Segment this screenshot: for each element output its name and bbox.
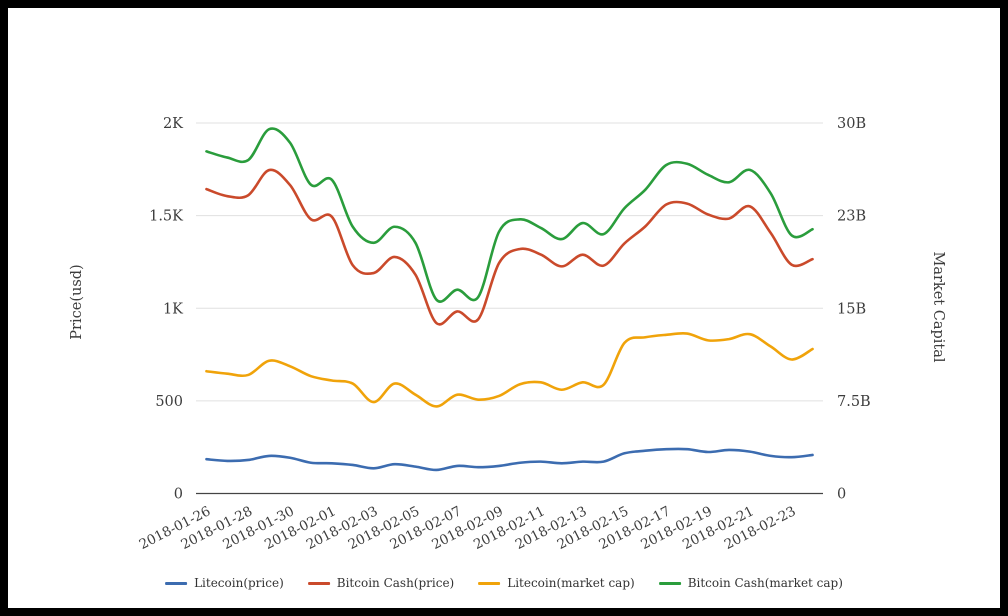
left-axis-tick-label: 500 xyxy=(155,394,183,410)
chart-legend: Litecoin(price) Bitcoin Cash(price) Liteco… xyxy=(165,576,843,590)
left-axis-tick-label: 1.5K xyxy=(149,209,184,225)
legend-item-litecoin-market-cap-[interactable]: Litecoin(market cap) xyxy=(478,576,635,590)
series-line-bitcoin-cash-price- xyxy=(205,168,814,326)
legend-dash-icon xyxy=(658,581,681,585)
right-axis-tick-label: 15B xyxy=(837,301,866,317)
left-axis-tick-label: 0 xyxy=(174,487,183,503)
left-axis-tick-label: 2K xyxy=(163,116,184,132)
right-axis-tick-label: 0 xyxy=(837,487,846,503)
legend-label: Bitcoin Cash(price) xyxy=(336,576,455,590)
legend-label: Litecoin(market cap) xyxy=(507,576,635,590)
left-axis-title: Price(usd) xyxy=(69,264,85,340)
series-line-litecoin-market-cap- xyxy=(205,331,814,408)
legend-dash-icon xyxy=(165,581,188,585)
right-axis-title: Market Capital xyxy=(930,251,946,363)
legend-label: Bitcoin Cash(market cap) xyxy=(687,576,843,590)
legend-item-bitcoin-cash-market-cap-[interactable]: Bitcoin Cash(market cap) xyxy=(658,576,843,590)
series-line-litecoin-price- xyxy=(205,447,814,472)
right-axis-tick-label: 7.5B xyxy=(837,394,871,410)
right-axis-tick-label: 30B xyxy=(837,116,866,132)
legend-dash-icon xyxy=(307,581,330,585)
legend-item-bitcoin-cash-price-[interactable]: Bitcoin Cash(price) xyxy=(307,576,455,590)
legend-item-litecoin-price-[interactable]: Litecoin(price) xyxy=(165,576,284,590)
right-axis-tick-label: 23B xyxy=(837,209,866,225)
left-axis-tick-label: 1K xyxy=(163,301,184,317)
legend-label: Litecoin(price) xyxy=(194,576,284,590)
legend-dash-icon xyxy=(478,581,501,585)
series-line-bitcoin-cash-market-cap- xyxy=(205,127,814,303)
